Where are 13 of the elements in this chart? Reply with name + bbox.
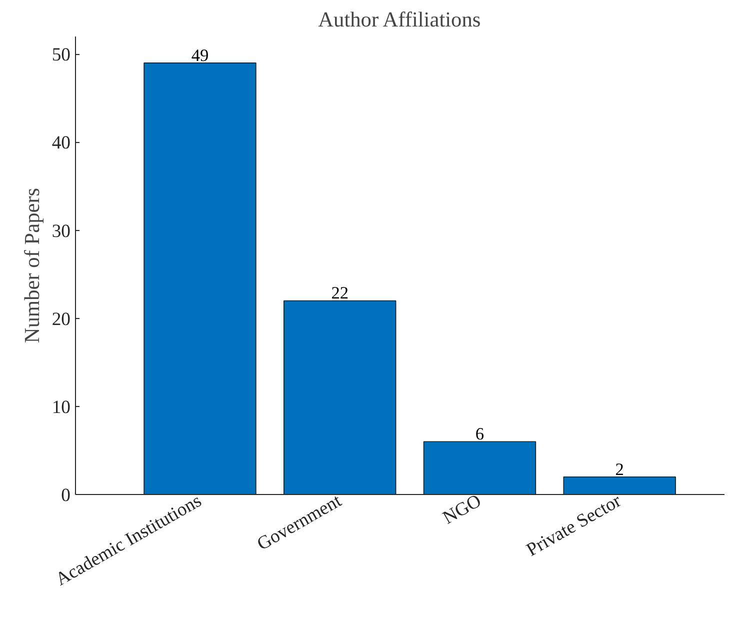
- y-tick-label: 10: [52, 396, 70, 418]
- y-tick-label: 50: [52, 44, 70, 66]
- data-label: 2: [615, 460, 624, 479]
- y-axis-title: Number of Papers: [20, 188, 44, 344]
- data-label: 22: [331, 284, 349, 303]
- x-tick-label: NGO: [439, 490, 485, 529]
- y-tick-label: 40: [52, 132, 70, 154]
- data-label: 6: [475, 424, 484, 444]
- data-label: 49: [191, 46, 209, 65]
- y-tick-label: 0: [61, 485, 70, 506]
- y-tick-label: 20: [52, 308, 70, 330]
- chart-title: Author Affiliations: [318, 8, 481, 32]
- y-tick-label: 30: [52, 220, 70, 242]
